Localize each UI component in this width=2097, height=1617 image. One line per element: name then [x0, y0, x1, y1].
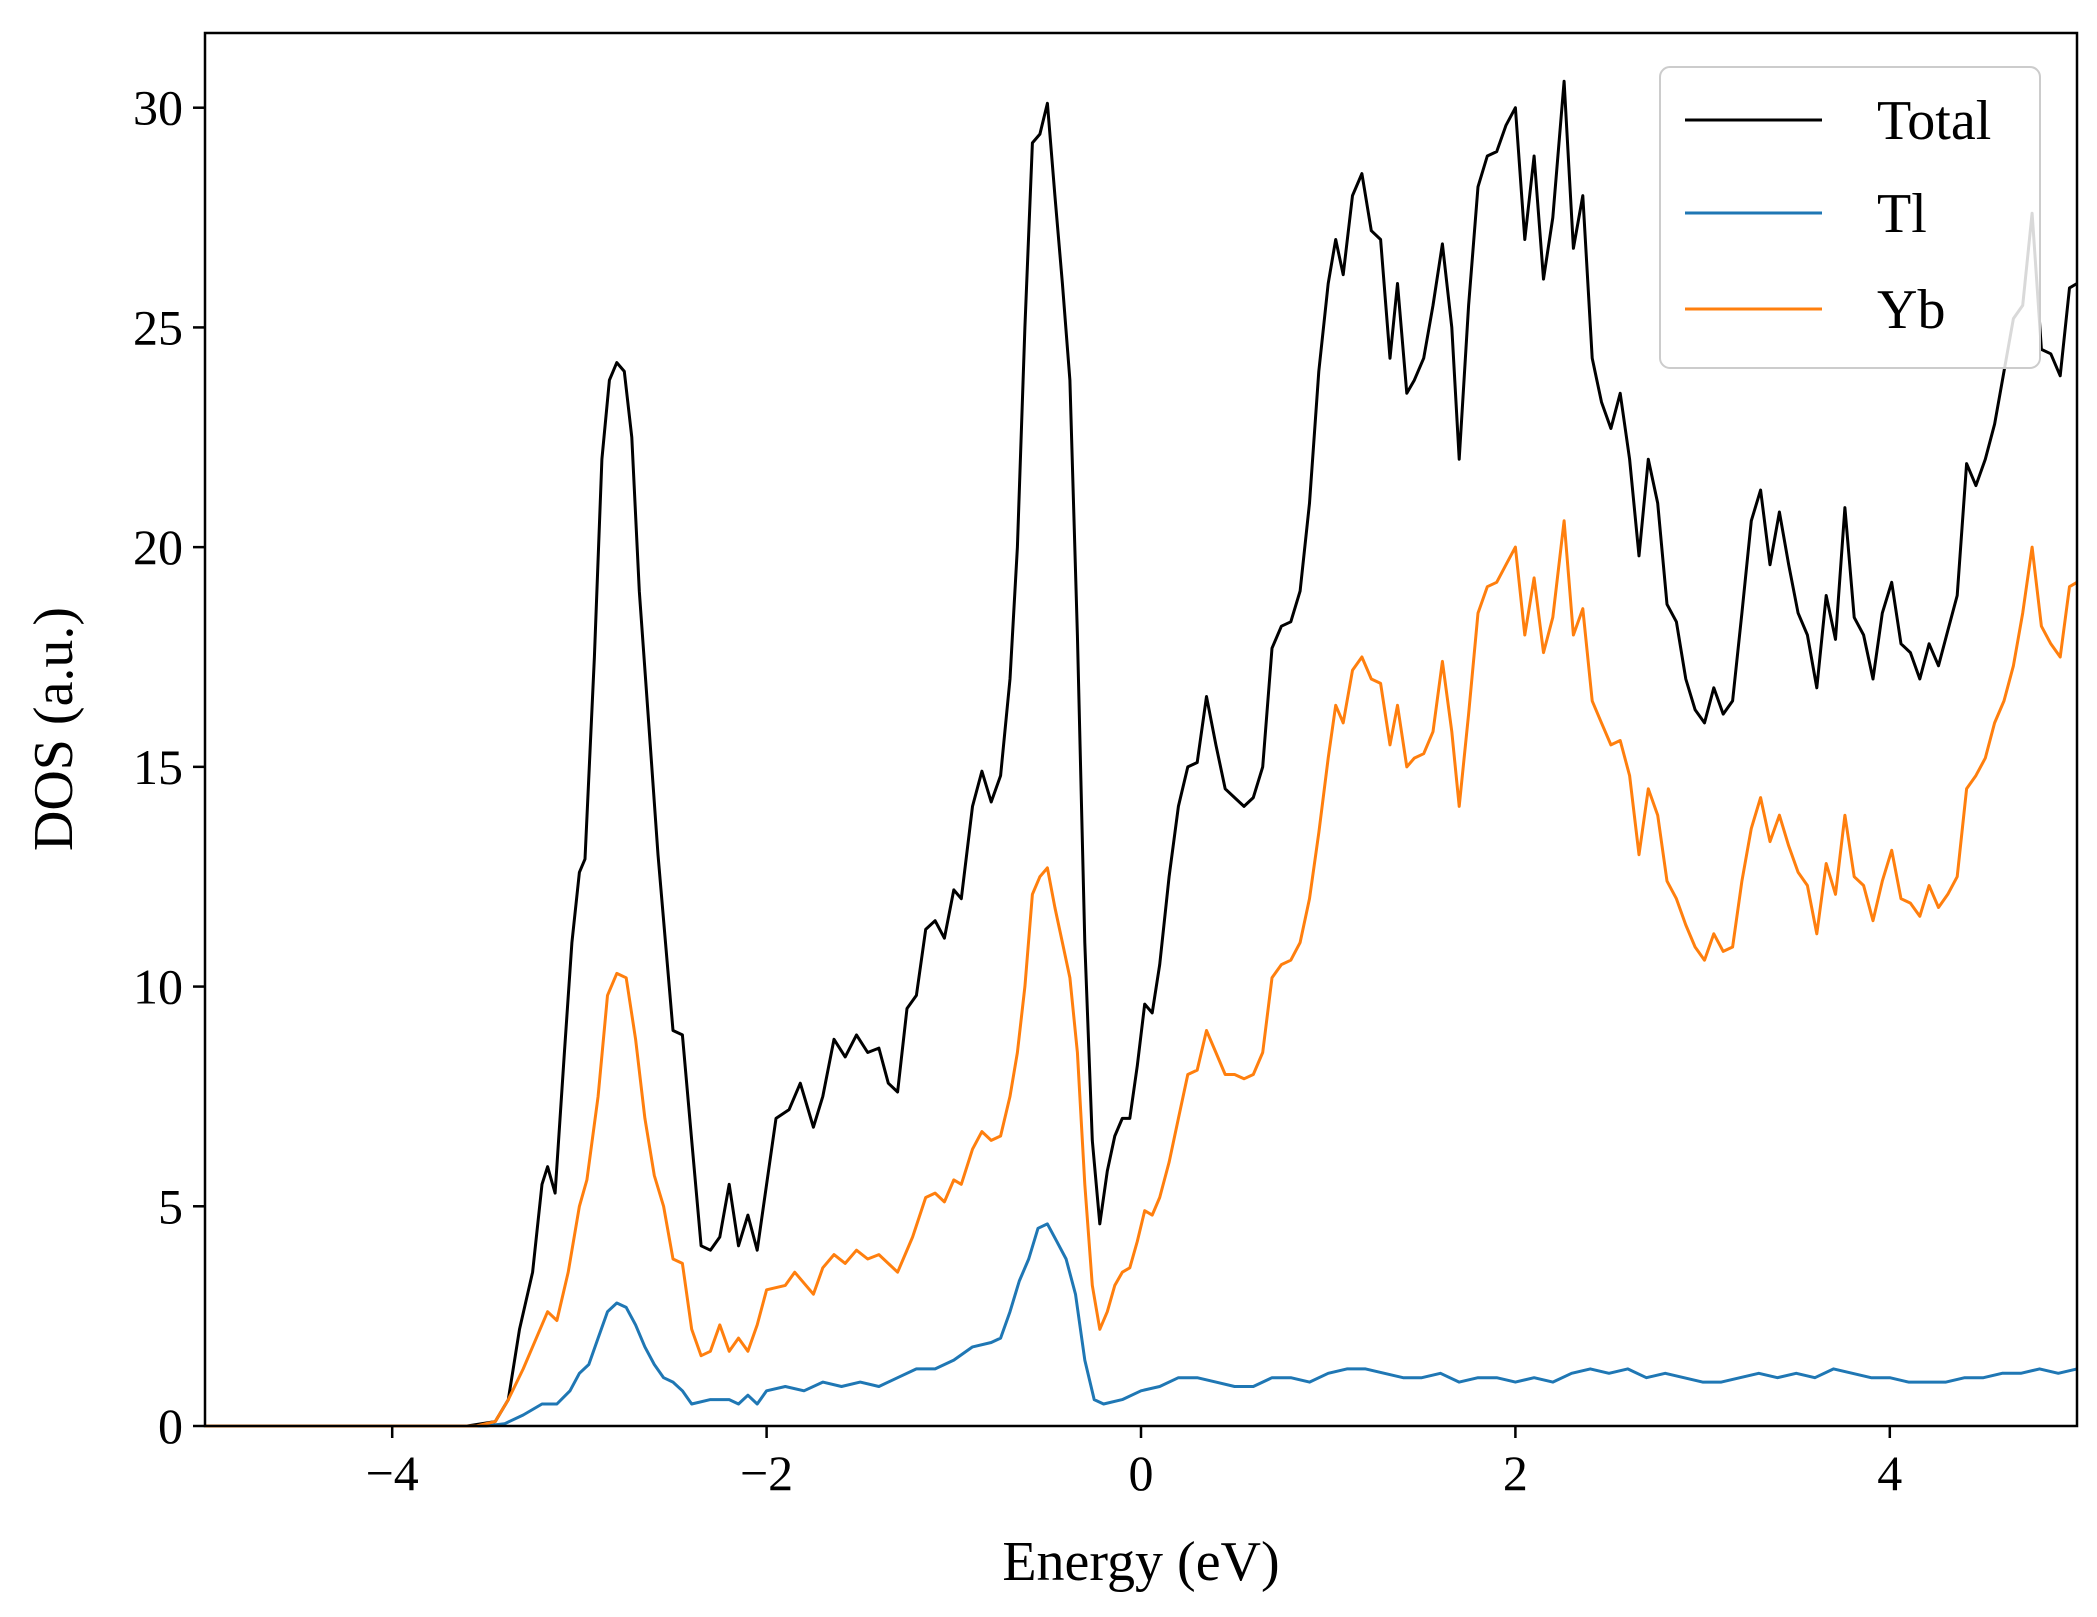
series-line-yb	[205, 519, 2078, 1428]
y-tick-label: 30	[133, 80, 183, 136]
y-axis-ticks: 0 5 10 15 20 25 30	[133, 80, 205, 1454]
plot-lines	[205, 79, 2078, 1428]
y-tick-label: 5	[158, 1178, 183, 1234]
y-tick-label: 20	[133, 519, 183, 575]
legend: Total Tl Yb	[1659, 66, 2041, 369]
y-axis-title: DOS (a.u.)	[23, 607, 85, 851]
legend-label-tl: Tl	[1877, 183, 1927, 245]
series-line-total	[205, 79, 2078, 1428]
x-tick-label: 2	[1503, 1445, 1528, 1501]
x-tick-label: −2	[740, 1445, 793, 1501]
legend-label-yb: Yb	[1877, 279, 1945, 341]
x-tick-label: 0	[1129, 1445, 1154, 1501]
x-tick-label: 4	[1877, 1445, 1902, 1501]
legend-box	[1659, 66, 2041, 369]
x-axis-title: Energy (eV)	[1002, 1531, 1279, 1593]
legend-label-total: Total	[1877, 90, 1991, 152]
y-tick-label: 15	[133, 739, 183, 795]
y-tick-label: 0	[158, 1398, 183, 1454]
y-tick-label: 25	[133, 299, 183, 355]
y-tick-label: 10	[133, 959, 183, 1015]
series-line-tl	[205, 1222, 2078, 1428]
x-axis-ticks: −4 −2 0 2 4	[366, 1426, 1902, 1501]
x-tick-label: −4	[366, 1445, 419, 1501]
